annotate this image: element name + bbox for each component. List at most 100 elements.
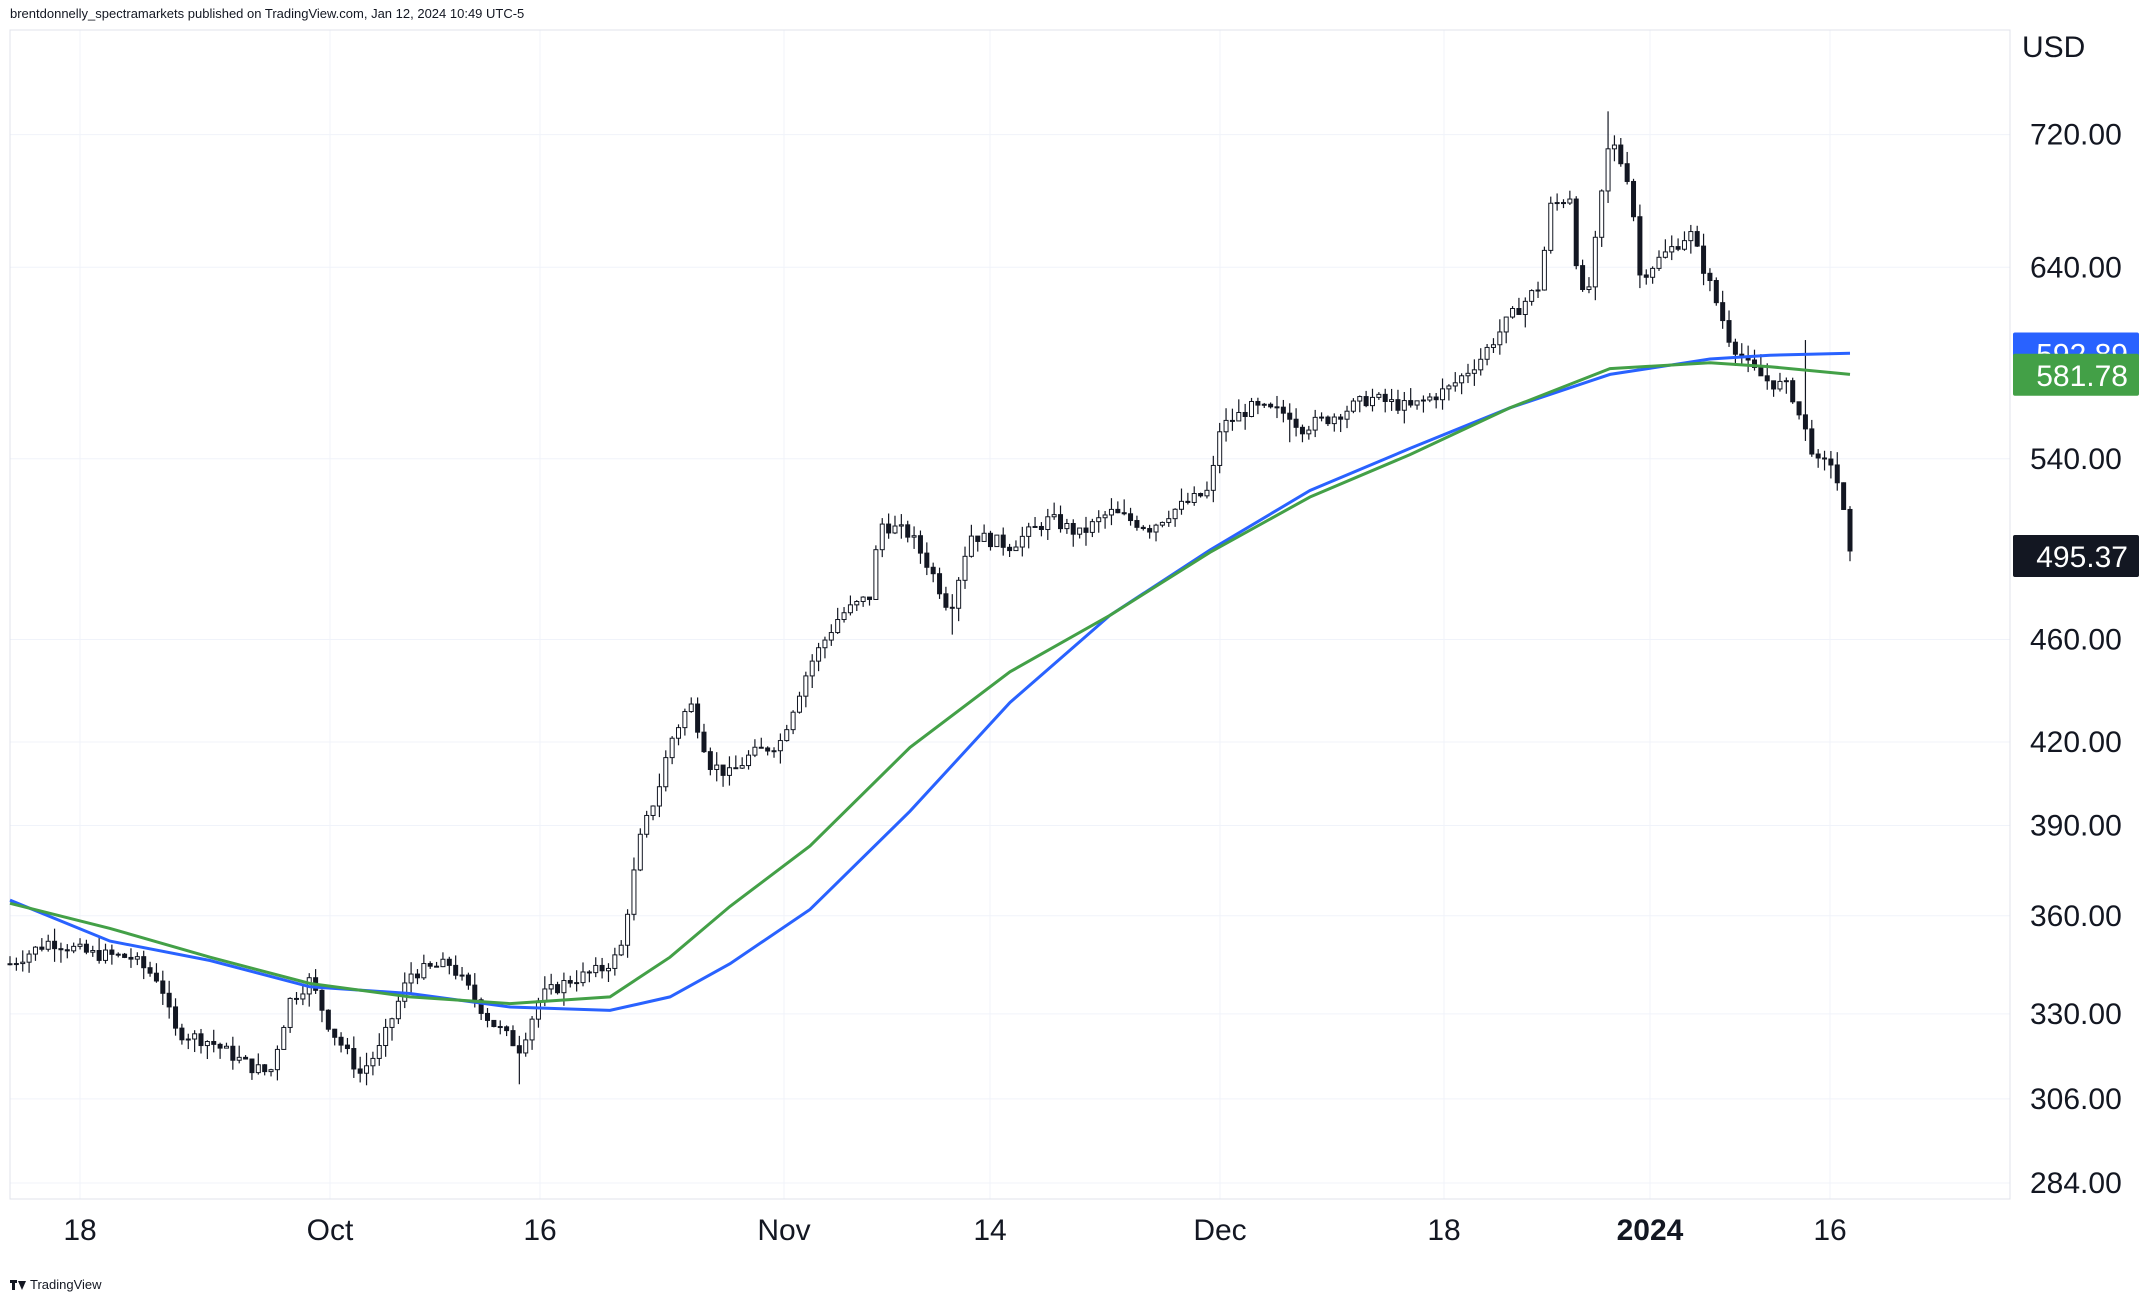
price-candles[interactable] (7, 111, 1853, 1086)
candle[interactable] (370, 1051, 376, 1076)
candle[interactable] (1108, 498, 1114, 526)
candle[interactable] (1223, 408, 1229, 442)
candle[interactable] (32, 946, 38, 961)
candle[interactable] (141, 950, 147, 980)
candle[interactable] (338, 1032, 344, 1053)
candle[interactable] (1319, 412, 1325, 422)
candle[interactable] (58, 942, 64, 963)
candle[interactable] (867, 596, 873, 606)
candle[interactable] (319, 989, 325, 1023)
candle[interactable] (1777, 372, 1783, 392)
candle[interactable] (268, 1068, 274, 1077)
candle[interactable] (1732, 338, 1738, 366)
candle[interactable] (122, 952, 128, 959)
candle[interactable] (192, 1030, 198, 1053)
candle[interactable] (523, 1032, 529, 1057)
candle[interactable] (854, 600, 860, 611)
candle[interactable] (1325, 415, 1331, 427)
candle[interactable] (115, 952, 121, 958)
candle[interactable] (262, 1064, 268, 1076)
candle[interactable] (1312, 409, 1318, 438)
candle[interactable] (580, 962, 586, 987)
candle[interactable] (1541, 246, 1547, 291)
candle[interactable] (631, 857, 637, 921)
candle[interactable] (1688, 224, 1694, 254)
candle[interactable] (650, 805, 656, 821)
candle[interactable] (816, 642, 822, 672)
candle[interactable] (128, 948, 134, 968)
candle[interactable] (1624, 151, 1630, 185)
candle[interactable] (1471, 359, 1477, 386)
candle[interactable] (714, 752, 720, 782)
candle[interactable] (599, 957, 605, 979)
candle[interactable] (758, 737, 764, 749)
candle[interactable] (160, 970, 166, 1005)
candle[interactable] (459, 966, 465, 981)
candle[interactable] (1147, 524, 1153, 539)
candle[interactable] (1369, 388, 1375, 412)
candle[interactable] (287, 997, 293, 1033)
candle[interactable] (1185, 492, 1191, 505)
candle[interactable] (434, 961, 440, 968)
candle[interactable] (612, 947, 618, 976)
candle[interactable] (198, 1028, 204, 1054)
candle[interactable] (605, 963, 611, 983)
candle[interactable] (344, 1037, 350, 1055)
candle[interactable] (860, 596, 866, 607)
candle[interactable] (943, 586, 949, 611)
candle[interactable] (1548, 196, 1554, 254)
candle[interactable] (924, 542, 930, 576)
candle[interactable] (1331, 413, 1337, 432)
candle[interactable] (663, 750, 669, 792)
candle[interactable] (1274, 395, 1280, 419)
candle[interactable] (236, 1045, 242, 1064)
candle[interactable] (1013, 540, 1019, 552)
candle[interactable] (13, 957, 19, 971)
candle[interactable] (656, 773, 662, 818)
candle[interactable] (625, 909, 631, 958)
candle[interactable] (676, 724, 682, 746)
candle[interactable] (707, 747, 713, 776)
candle[interactable] (688, 697, 694, 713)
candle[interactable] (408, 962, 414, 993)
candle[interactable] (1726, 310, 1732, 347)
candle[interactable] (1834, 452, 1840, 491)
candle[interactable] (1376, 392, 1382, 400)
candle[interactable] (1611, 135, 1617, 162)
candle[interactable] (395, 992, 401, 1025)
candle[interactable] (1484, 344, 1490, 366)
candle[interactable] (593, 957, 599, 978)
candle[interactable] (364, 1052, 370, 1086)
candle[interactable] (695, 697, 701, 739)
candle[interactable] (71, 942, 77, 954)
candle[interactable] (20, 950, 26, 972)
candle[interactable] (274, 1045, 280, 1081)
moving-average-lines[interactable] (9, 351, 1851, 1012)
candle[interactable] (739, 757, 745, 769)
candle[interactable] (485, 1008, 491, 1028)
candle[interactable] (153, 963, 159, 983)
candle[interactable] (1280, 399, 1286, 423)
candle[interactable] (26, 950, 32, 973)
candle[interactable] (968, 524, 974, 558)
candle[interactable] (1395, 389, 1401, 414)
candle[interactable] (1102, 510, 1108, 529)
candle[interactable] (1293, 408, 1299, 437)
candle[interactable] (555, 981, 561, 995)
candle[interactable] (1172, 508, 1178, 527)
candle[interactable] (402, 972, 408, 1009)
candle[interactable] (45, 934, 51, 952)
candle[interactable] (1382, 388, 1388, 413)
candle[interactable] (1051, 502, 1057, 520)
candle[interactable] (1242, 403, 1248, 430)
candle[interactable] (809, 654, 815, 689)
candle[interactable] (733, 755, 739, 770)
candle[interactable] (975, 535, 981, 552)
candle[interactable] (39, 938, 45, 952)
candle[interactable] (987, 530, 993, 551)
candle[interactable] (516, 1035, 522, 1085)
candle[interactable] (1032, 516, 1038, 528)
candle[interactable] (96, 938, 102, 964)
candle[interactable] (784, 724, 790, 742)
